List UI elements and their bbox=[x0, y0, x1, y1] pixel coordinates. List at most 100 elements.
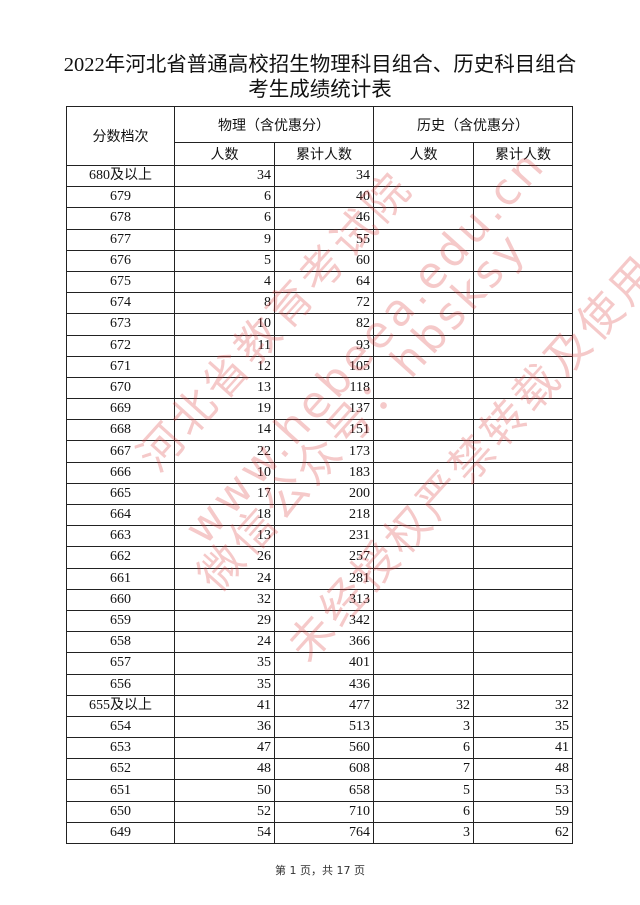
cell-history-cumulative bbox=[473, 525, 573, 548]
cell-physics-cumulative: 64 bbox=[274, 270, 374, 294]
header-history-cumulative: 累计人数 bbox=[473, 142, 573, 166]
cell-physics-cumulative: 477 bbox=[274, 694, 374, 717]
cell-score: 668 bbox=[66, 419, 175, 442]
cell-score: 653 bbox=[66, 737, 175, 760]
table-row: 663 13 231 bbox=[66, 525, 573, 548]
cell-history-count bbox=[373, 652, 474, 675]
cell-physics-cumulative: 281 bbox=[274, 567, 374, 590]
header-physics: 物理（含优惠分） bbox=[174, 106, 374, 143]
cell-history-count bbox=[373, 503, 474, 527]
cell-score: 663 bbox=[66, 525, 175, 548]
cell-physics-count: 54 bbox=[174, 821, 275, 845]
table-row: 660 32 313 bbox=[66, 588, 573, 611]
cell-score: 680及以上 bbox=[66, 164, 175, 188]
table-row: 675 4 64 bbox=[66, 270, 573, 294]
table-row: 653 47 560 6 41 bbox=[66, 737, 573, 760]
cell-score: 666 bbox=[66, 461, 175, 484]
cell-score: 674 bbox=[66, 292, 175, 315]
table-row: 671 12 105 bbox=[66, 355, 573, 378]
cell-physics-cumulative: 710 bbox=[274, 800, 374, 823]
table-row: 664 18 218 bbox=[66, 503, 573, 527]
cell-history-count bbox=[373, 207, 474, 230]
cell-history-cumulative bbox=[473, 228, 573, 251]
cell-physics-cumulative: 342 bbox=[274, 609, 374, 633]
cell-physics-count: 11 bbox=[174, 334, 275, 357]
cell-history-count bbox=[373, 631, 474, 654]
cell-physics-cumulative: 436 bbox=[274, 673, 374, 696]
cell-physics-cumulative: 105 bbox=[274, 355, 374, 378]
table-row: 652 48 608 7 48 bbox=[66, 758, 573, 781]
cell-history-cumulative bbox=[473, 334, 573, 357]
cell-history-count: 6 bbox=[373, 737, 474, 760]
cell-score: 659 bbox=[66, 609, 175, 633]
cell-physics-count: 18 bbox=[174, 503, 275, 527]
cell-score: 678 bbox=[66, 207, 175, 230]
cell-score: 650 bbox=[66, 800, 175, 823]
cell-physics-count: 17 bbox=[174, 482, 275, 506]
table-row: 661 24 281 bbox=[66, 567, 573, 590]
cell-physics-count: 19 bbox=[174, 398, 275, 421]
cell-history-cumulative bbox=[473, 292, 573, 315]
cell-physics-cumulative: 231 bbox=[274, 525, 374, 548]
cell-physics-cumulative: 401 bbox=[274, 652, 374, 675]
cell-history-cumulative bbox=[473, 503, 573, 527]
header-score: 分数档次 bbox=[66, 106, 175, 166]
cell-physics-count: 10 bbox=[174, 461, 275, 484]
cell-physics-cumulative: 764 bbox=[274, 821, 374, 845]
table-row: 651 50 658 5 53 bbox=[66, 779, 573, 802]
cell-physics-cumulative: 200 bbox=[274, 482, 374, 506]
cell-history-count bbox=[373, 355, 474, 378]
cell-physics-count: 6 bbox=[174, 207, 275, 230]
cell-score: 673 bbox=[66, 313, 175, 336]
table-row: 650 52 710 6 59 bbox=[66, 800, 573, 823]
cell-physics-cumulative: 40 bbox=[274, 186, 374, 209]
table-row: 666 10 183 bbox=[66, 461, 573, 484]
cell-physics-cumulative: 658 bbox=[274, 779, 374, 802]
cell-physics-cumulative: 608 bbox=[274, 758, 374, 781]
table-row: 649 54 764 3 62 bbox=[66, 821, 573, 845]
page-footer: 第 1 页，共 17 页 bbox=[275, 864, 365, 877]
table-row: 665 17 200 bbox=[66, 482, 573, 506]
table-row: 669 19 137 bbox=[66, 398, 573, 421]
cell-physics-cumulative: 218 bbox=[274, 503, 374, 527]
cell-history-count bbox=[373, 482, 474, 506]
cell-history-cumulative bbox=[473, 567, 573, 590]
cell-physics-count: 26 bbox=[174, 546, 275, 569]
cell-physics-cumulative: 55 bbox=[274, 228, 374, 251]
header-history-count: 人数 bbox=[373, 142, 474, 166]
cell-physics-cumulative: 137 bbox=[274, 398, 374, 421]
cell-physics-count: 34 bbox=[174, 164, 275, 188]
cell-history-count bbox=[373, 588, 474, 611]
cell-physics-count: 41 bbox=[174, 694, 275, 717]
cell-history-cumulative: 32 bbox=[473, 694, 573, 717]
cell-history-count bbox=[373, 525, 474, 548]
table-row: 679 6 40 bbox=[66, 186, 573, 209]
cell-history-cumulative bbox=[473, 461, 573, 484]
cell-history-count bbox=[373, 228, 474, 251]
cell-physics-cumulative: 72 bbox=[274, 292, 374, 315]
cell-physics-count: 24 bbox=[174, 631, 275, 654]
cell-history-count bbox=[373, 164, 474, 188]
cell-history-count bbox=[373, 249, 474, 272]
table-row: 654 36 513 3 35 bbox=[66, 715, 573, 739]
table-row: 672 11 93 bbox=[66, 334, 573, 357]
cell-physics-count: 9 bbox=[174, 228, 275, 251]
table-row: 656 35 436 bbox=[66, 673, 573, 696]
cell-score: 658 bbox=[66, 631, 175, 654]
cell-history-cumulative bbox=[473, 546, 573, 569]
header-physics-cumulative: 累计人数 bbox=[274, 142, 374, 166]
cell-physics-count: 6 bbox=[174, 186, 275, 209]
cell-physics-cumulative: 366 bbox=[274, 631, 374, 654]
cell-score: 677 bbox=[66, 228, 175, 251]
cell-history-count: 3 bbox=[373, 715, 474, 739]
cell-history-cumulative bbox=[473, 376, 573, 400]
cell-physics-count: 10 bbox=[174, 313, 275, 336]
cell-history-count bbox=[373, 398, 474, 421]
cell-history-count bbox=[373, 673, 474, 696]
cell-physics-count: 8 bbox=[174, 292, 275, 315]
cell-physics-count: 29 bbox=[174, 609, 275, 633]
cell-score: 657 bbox=[66, 652, 175, 675]
cell-physics-count: 24 bbox=[174, 567, 275, 590]
cell-history-cumulative bbox=[473, 609, 573, 633]
cell-physics-count: 47 bbox=[174, 737, 275, 760]
